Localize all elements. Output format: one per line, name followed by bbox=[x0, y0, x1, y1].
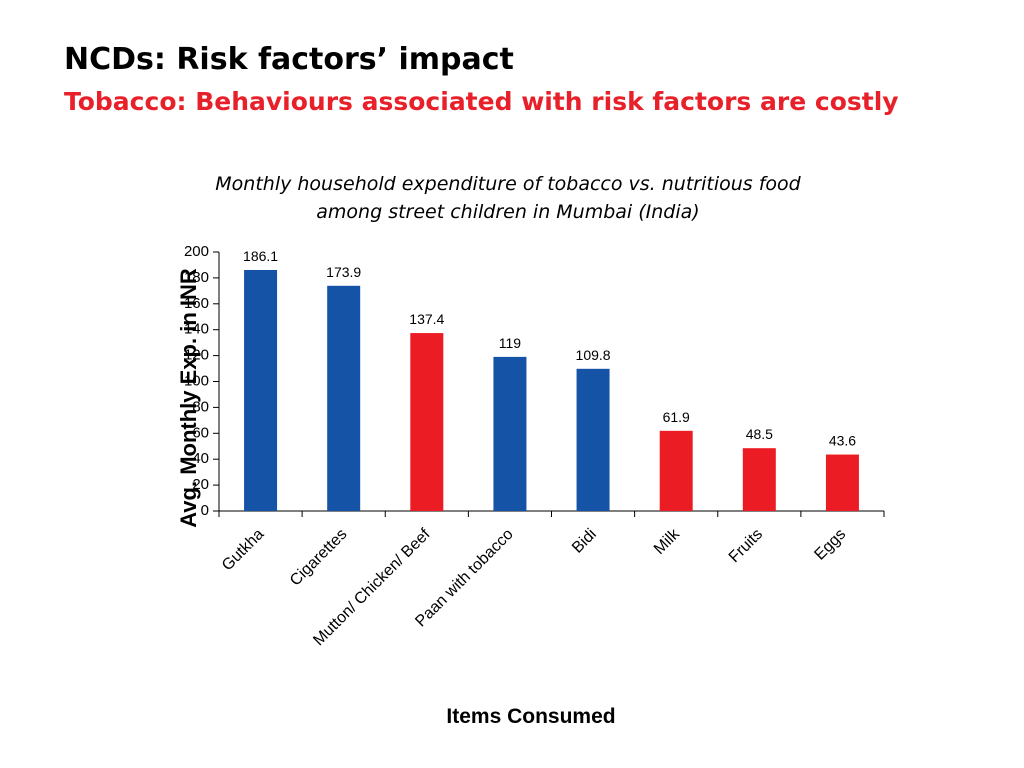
bar bbox=[327, 285, 361, 511]
bar bbox=[742, 448, 776, 511]
bar bbox=[410, 333, 444, 511]
value-labels: 186.1 173.9 137.4 119 109.8 61.9 48.5 43.6 bbox=[243, 248, 856, 449]
x-axis-label: Items Consumed bbox=[446, 705, 616, 728]
y-tick-label: 100 bbox=[184, 372, 209, 389]
x-axis bbox=[218, 510, 885, 517]
slide-title: NCDs: Risk factors’ impact bbox=[64, 42, 514, 77]
y-tick-label: 180 bbox=[184, 269, 209, 286]
data-label: 48.5 bbox=[746, 426, 773, 442]
y-tick-label: 200 bbox=[184, 243, 209, 260]
y-tick-label: 140 bbox=[184, 321, 209, 338]
y-axis: 0 20 40 60 80 100 120 140 160 180 200 bbox=[184, 243, 220, 519]
y-tick-label: 60 bbox=[192, 424, 209, 441]
chart-caption-line-2: among street children in Mumbai (India) bbox=[316, 201, 700, 223]
category-label: Cigarettes bbox=[287, 526, 351, 590]
category-label: Fruits bbox=[726, 526, 766, 566]
category-label: Bidi bbox=[569, 526, 600, 557]
y-tick-label: 120 bbox=[184, 347, 209, 364]
y-tick-label: 0 bbox=[201, 502, 209, 519]
y-tick-label: 20 bbox=[192, 476, 209, 493]
bars bbox=[244, 270, 859, 511]
bar bbox=[576, 368, 610, 511]
data-label: 186.1 bbox=[243, 248, 278, 264]
category-label: Eggs bbox=[811, 526, 849, 564]
y-tick-label: 160 bbox=[184, 295, 209, 312]
slide-subtitle: Tobacco: Behaviours associated with risk… bbox=[64, 87, 899, 116]
data-label: 173.9 bbox=[326, 264, 361, 280]
data-label: 109.8 bbox=[576, 347, 611, 363]
bar bbox=[493, 356, 527, 511]
data-label: 137.4 bbox=[409, 311, 444, 327]
data-label: 61.9 bbox=[663, 409, 690, 425]
bar bbox=[825, 454, 859, 511]
data-label: 43.6 bbox=[829, 433, 856, 449]
chart-caption-line-1: Monthly household expenditure of tobacco… bbox=[215, 173, 801, 195]
bar bbox=[244, 270, 278, 511]
y-tick-label: 40 bbox=[192, 450, 209, 467]
category-label: Milk bbox=[651, 525, 684, 558]
y-tick-label: 80 bbox=[192, 398, 209, 415]
y-axis-label: Avg. Monthly Exp. in INR bbox=[176, 268, 201, 528]
category-label: Gutkha bbox=[219, 526, 268, 575]
chart-caption: Monthly household expenditure of tobacco… bbox=[120, 170, 896, 226]
bar bbox=[659, 430, 693, 511]
data-label: 119 bbox=[499, 335, 522, 351]
